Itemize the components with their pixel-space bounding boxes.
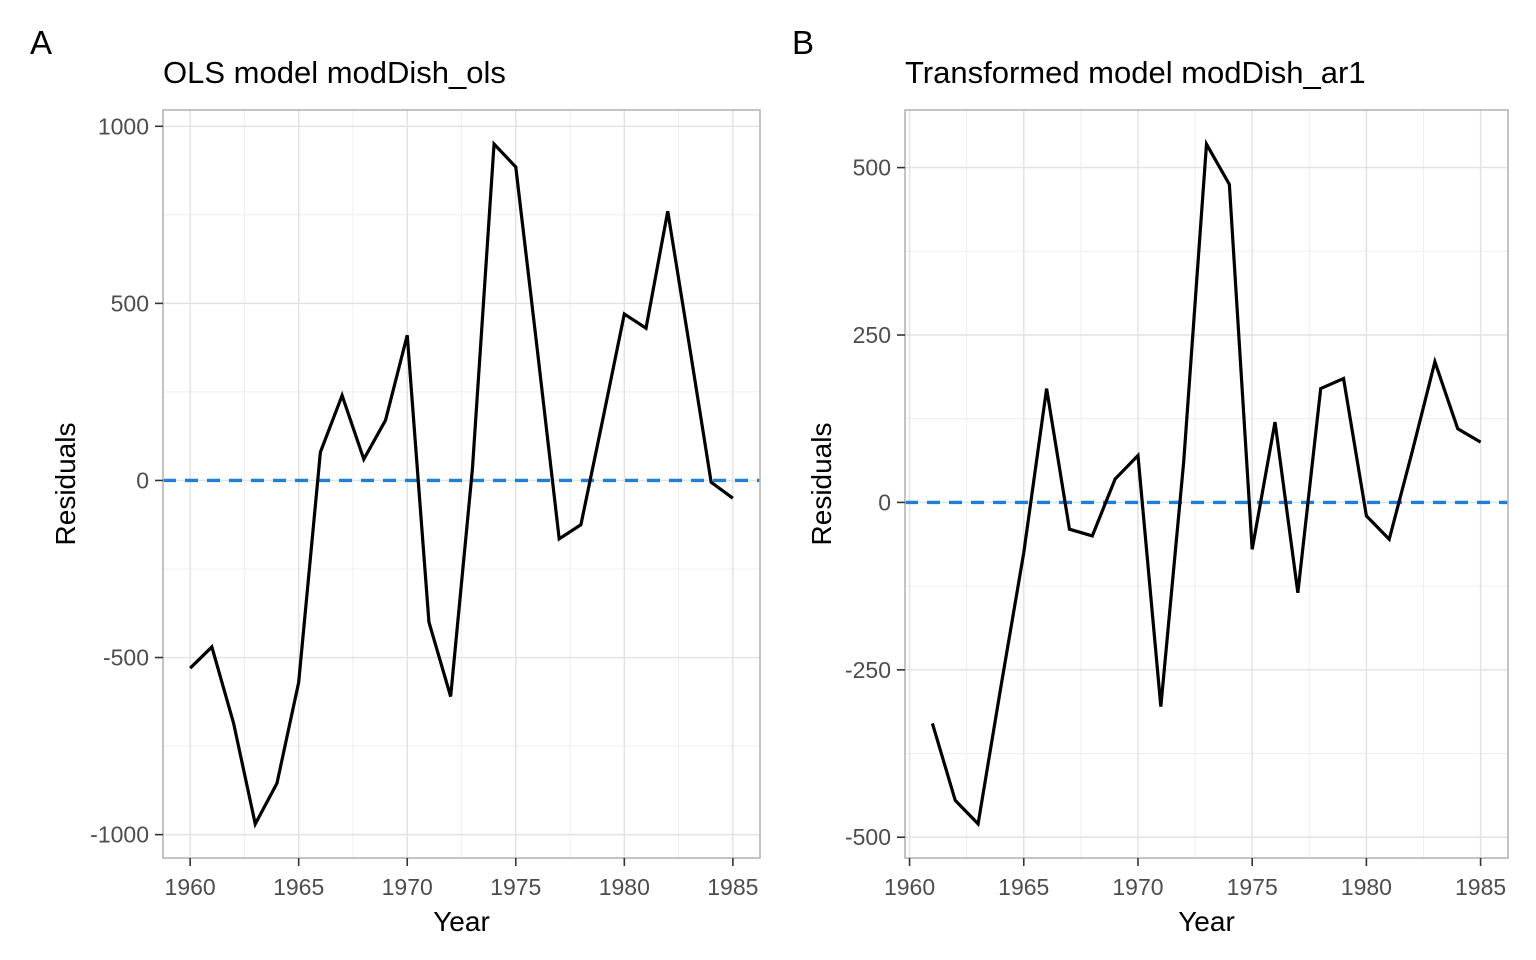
y-tick-label: -500 (845, 824, 891, 850)
plot-background (905, 110, 1508, 858)
y-tick-label: 250 (853, 322, 891, 348)
panel-a: A OLS model modDish_ols Residuals Year 1… (30, 24, 761, 937)
panel-b: B Transformed model modDish_ar1 Residual… (768, 0, 1536, 960)
panel-b-title: Transformed model modDish_ar1 (905, 55, 1366, 90)
panel-a-title: OLS model modDish_ols (163, 55, 506, 90)
x-tick-label: 1975 (1227, 874, 1278, 900)
y-tick-label: -500 (103, 645, 149, 671)
axis-tick-marks (155, 125, 734, 866)
y-tick-labels: -1000 -500 0 500 1000 (90, 113, 149, 847)
x-tick-label: 1985 (707, 874, 758, 900)
y-tick-label: 500 (853, 155, 891, 181)
x-tick-label: 1980 (1341, 874, 1392, 900)
y-tick-label: 0 (136, 467, 149, 493)
x-tick-label: 1960 (165, 874, 216, 900)
panel-border (904, 109, 1509, 859)
x-tick-labels: 1960 1965 1970 1975 1980 1985 (165, 874, 759, 900)
residuals-line (930, 138, 1482, 828)
x-tick-labels: 1960 1965 1970 1975 1980 1985 (884, 874, 1506, 900)
x-tick-label: 1970 (382, 874, 433, 900)
minor-gridlines (905, 110, 1508, 858)
panel-b-x-axis-title: Year (1178, 906, 1235, 937)
panel-b-tag-label: B (792, 24, 815, 61)
x-tick-label: 1960 (884, 874, 935, 900)
x-tick-label: 1965 (273, 874, 324, 900)
x-tick-label: 1980 (599, 874, 650, 900)
residuals-line (189, 140, 734, 829)
y-tick-label: -250 (845, 657, 891, 683)
major-gridlines (905, 110, 1508, 858)
x-tick-label: 1975 (490, 874, 541, 900)
x-tick-label: 1965 (998, 874, 1049, 900)
major-gridlines (163, 110, 760, 858)
panel-a-x-axis-title: Year (433, 906, 490, 937)
axis-tick-marks (897, 166, 1482, 866)
y-tick-labels: -500 -250 0 250 500 (845, 155, 891, 851)
panel-b-chart: 1960 1965 1970 1975 1980 1985 -500 -250 0 250 500 (845, 109, 1509, 900)
y-tick-label: 1000 (98, 113, 149, 139)
x-tick-label: 1985 (1455, 874, 1506, 900)
minor-gridlines (163, 110, 760, 858)
y-tick-label: 500 (111, 290, 149, 316)
panel-a-chart: 1960 1965 1970 1975 1980 1985 -1000 -500 0 500 100… (90, 109, 761, 900)
panel-border (162, 109, 761, 859)
y-tick-label: 0 (878, 489, 891, 515)
x-tick-label: 1970 (1112, 874, 1163, 900)
panel-a-tag-label: A (30, 24, 53, 61)
y-tick-label: -1000 (90, 822, 149, 848)
